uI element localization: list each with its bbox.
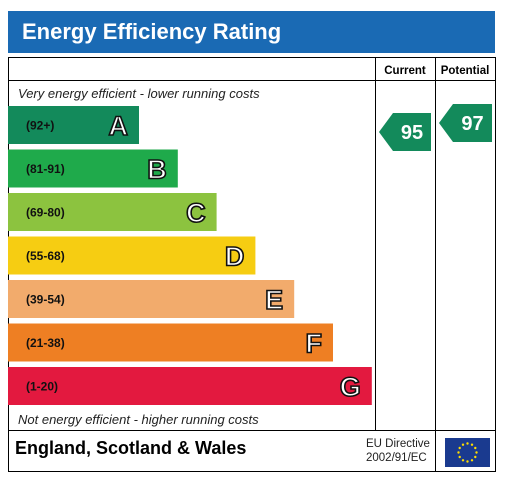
potential-rating-value: 97 <box>461 113 483 135</box>
band-f: (21-38) F <box>8 323 333 362</box>
eu-directive-label: EU Directive 2002/91/EC <box>366 437 430 465</box>
band-g: (1-20) G <box>8 367 372 405</box>
band-letter: B <box>147 155 167 185</box>
bottom-note: Not energy efficient - higher running co… <box>18 412 259 427</box>
title-bar: Energy Efficiency Rating <box>8 11 495 53</box>
current-column-header: Current <box>384 65 426 77</box>
top-note: Very energy efficient - lower running co… <box>18 86 260 101</box>
band-range-label: (21-38) <box>26 336 65 350</box>
band-range-label: (39-54) <box>26 293 65 307</box>
eu-flag-icon <box>445 438 490 467</box>
band-e: (39-54) E <box>8 280 295 318</box>
potential-column-header: Potential <box>441 65 490 77</box>
band-a: (92+) A <box>8 106 139 144</box>
band-bar <box>8 193 217 231</box>
chart-title: Energy Efficiency Rating <box>22 19 282 44</box>
band-c: (69-80) C <box>8 193 217 231</box>
band-range-label: (55-68) <box>26 249 65 263</box>
band-range-label: (1-20) <box>26 380 58 394</box>
band-bar <box>8 149 178 188</box>
region-label: England, Scotland & Wales <box>15 438 247 458</box>
rating-bands: (92+) A (81-91) B (69-80) C (55-68) D (39-54) E (2… <box>8 106 372 405</box>
potential-rating-arrow <box>439 104 492 142</box>
band-range-label: (81-91) <box>26 162 65 176</box>
current-rating-value: 95 <box>401 122 423 144</box>
band-letter: E <box>265 285 283 315</box>
band-b: (81-91) B <box>8 149 178 188</box>
current-rating-arrow <box>379 113 431 151</box>
directive-line-2: 2002/91/EC <box>366 452 427 464</box>
band-letter: C <box>186 198 206 228</box>
current-rating: 95 <box>379 113 431 151</box>
rating-indicators: 95 97 <box>379 104 492 151</box>
band-letter: F <box>306 329 323 359</box>
band-range-label: (92+) <box>26 119 54 133</box>
directive-line-1: EU Directive <box>366 438 430 450</box>
band-letter: G <box>340 372 361 402</box>
band-letter: A <box>109 111 129 141</box>
band-bar <box>8 280 295 318</box>
band-bar <box>8 367 372 405</box>
band-bar <box>8 323 333 362</box>
band-d: (55-68) D <box>8 236 256 275</box>
band-bar <box>8 106 139 144</box>
band-letter: D <box>225 242 245 272</box>
potential-rating: 97 <box>439 104 492 142</box>
band-bar <box>8 236 256 275</box>
band-range-label: (69-80) <box>26 206 65 220</box>
